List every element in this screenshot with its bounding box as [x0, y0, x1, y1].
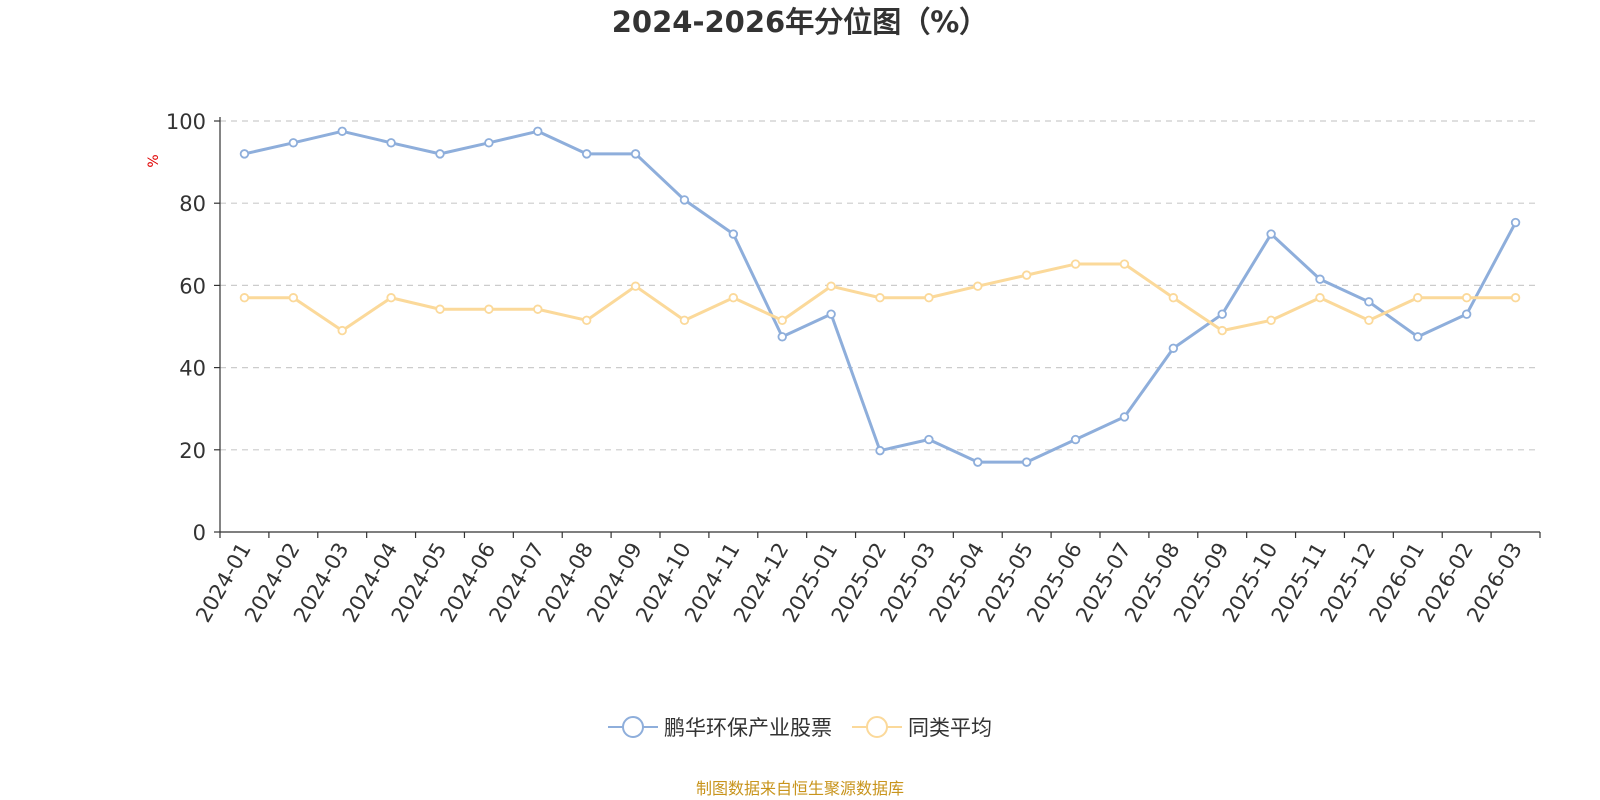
data-point-0-25 [1461, 309, 1472, 319]
data-point-0-26 [1510, 217, 1521, 228]
data-point-1-6 [533, 304, 543, 314]
legend-stock-label: 鹏华环保产业股票 [664, 716, 832, 740]
data-point-1-3 [386, 293, 396, 303]
data-point-1-9 [679, 315, 690, 326]
legend-stock-icon [608, 716, 658, 738]
data-point-0-24 [1413, 332, 1423, 342]
data-point-0-17 [1070, 434, 1081, 445]
data-point-1-20 [1217, 325, 1227, 336]
data-point-0-20 [1217, 309, 1227, 319]
legend: 鹏华环保产业股票 同类平均 [0, 712, 1600, 742]
data-point-1-25 [1461, 293, 1472, 303]
data-point-0-16 [1021, 457, 1032, 467]
data-point-1-10 [728, 293, 739, 303]
chart-title: 2024-2026年分位图（%） [611, 5, 989, 39]
data-point-0-6 [533, 126, 543, 136]
data-point-1-24 [1413, 293, 1423, 303]
data-point-0-10 [728, 229, 739, 239]
data-point-1-4 [435, 304, 445, 314]
legend-peer-average-icon [852, 716, 902, 738]
data-point-0-2 [337, 126, 347, 136]
axes: 0204060801002024-012024-022024-032024-04… [166, 110, 1541, 626]
y-axis-unit-label: % [146, 154, 162, 167]
data-point-0-1 [288, 138, 299, 148]
y-tick-label: 100 [166, 110, 206, 134]
data-point-0-19 [1168, 343, 1179, 353]
data-point-1-2 [337, 325, 347, 336]
data-point-1-23 [1364, 315, 1374, 326]
data-point-0-13 [875, 445, 885, 456]
y-tick-label: 80 [179, 192, 206, 216]
data-point-0-11 [777, 332, 787, 342]
data-point-1-1 [288, 293, 299, 303]
data-point-1-0 [239, 293, 250, 303]
data-point-0-22 [1315, 274, 1325, 284]
data-point-0-7 [581, 149, 592, 159]
data-point-1-21 [1266, 315, 1276, 326]
data-point-0-23 [1364, 297, 1374, 307]
data-point-0-15 [973, 457, 983, 467]
data-point-1-14 [924, 293, 934, 303]
y-tick-label: 40 [179, 357, 206, 381]
data-point-0-3 [386, 138, 396, 148]
data-point-0-8 [630, 149, 641, 159]
data-point-1-12 [826, 281, 836, 291]
data-point-0-12 [826, 309, 836, 319]
grid-lines [220, 120, 1540, 451]
data-point-1-11 [777, 315, 787, 326]
y-tick-label: 60 [179, 274, 206, 298]
data-point-0-14 [924, 434, 934, 445]
data-point-1-16 [1021, 270, 1032, 280]
data-point-0-18 [1119, 412, 1130, 422]
data-point-1-22 [1315, 293, 1325, 303]
data-point-0-4 [435, 149, 445, 159]
data-point-1-15 [973, 281, 983, 291]
data-point-1-7 [581, 315, 592, 326]
data-point-1-26 [1510, 293, 1521, 303]
legend-item-peer-average[interactable]: 同类平均 [852, 712, 992, 742]
data-point-1-8 [630, 281, 641, 291]
legend-item-stock[interactable]: 鹏华环保产业股票 [608, 712, 832, 742]
data-point-1-17 [1070, 259, 1081, 269]
source-note: 制图数据来自恒生聚源数据库 [695, 779, 904, 798]
data-point-1-13 [875, 293, 885, 303]
y-tick-label: 0 [193, 521, 206, 545]
series [239, 126, 1521, 467]
data-point-0-0 [239, 149, 250, 159]
y-tick-label: 20 [179, 439, 206, 463]
data-point-1-5 [484, 304, 494, 314]
data-point-1-18 [1119, 259, 1130, 269]
data-point-0-5 [484, 138, 494, 148]
data-point-0-9 [679, 195, 690, 205]
legend-peer-average-label: 同类平均 [908, 716, 992, 740]
data-point-0-21 [1266, 229, 1276, 239]
data-point-1-19 [1168, 293, 1179, 303]
